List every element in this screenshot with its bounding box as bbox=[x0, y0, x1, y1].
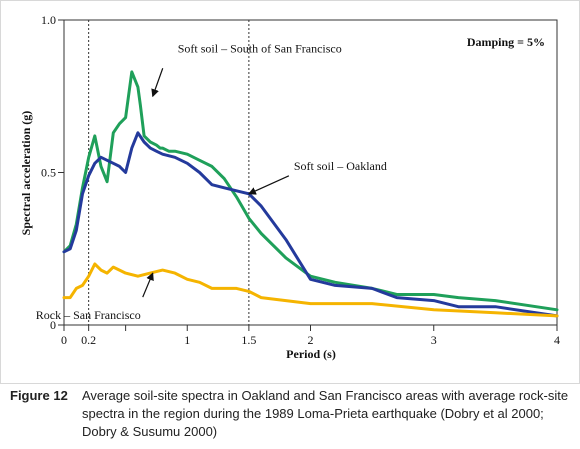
x-tick-label-3: 1 bbox=[184, 333, 190, 347]
y-tick-label-2: 1.0 bbox=[41, 13, 56, 27]
x-tick-label-0: 0 bbox=[61, 333, 67, 347]
figure-caption: Figure 12 Average soil-site spectra in O… bbox=[10, 387, 575, 441]
annotation-arrow-0 bbox=[151, 68, 164, 98]
figure-frame bbox=[0, 0, 580, 384]
x-tick-label-6: 3 bbox=[431, 333, 437, 347]
series-line-rock-sf bbox=[62, 262, 559, 318]
annotation-arrow-1 bbox=[247, 175, 290, 195]
x-axis-title: Period (s) bbox=[286, 347, 336, 361]
annotation-label-2: Rock – San Francisco bbox=[36, 308, 141, 322]
annotation-arrow-2 bbox=[142, 272, 154, 298]
x-tick-label-5: 2 bbox=[308, 333, 314, 347]
annotation-label-1: Soft soil – Oakland bbox=[294, 159, 387, 173]
y-tick-label-0: 0 bbox=[50, 318, 56, 332]
annotation-label-0: Soft soil – South of San Francisco bbox=[178, 41, 342, 55]
y-axis-title: Spectral acceleration (g) bbox=[19, 111, 33, 236]
spectral-acceleration-chart: Soft soil – South of San Francisco Soft s… bbox=[19, 13, 560, 361]
caption-text: Average soil-site spectra in Oakland and… bbox=[82, 388, 569, 439]
series-line-oakland bbox=[62, 131, 559, 318]
caption-figure-number: Figure 12 bbox=[10, 388, 68, 403]
damping-label: Damping = 5% bbox=[467, 35, 545, 49]
series-line-south-sf bbox=[62, 70, 559, 312]
x-tick-label-4: 1.5 bbox=[241, 333, 256, 347]
x-tick-label-1: 0.2 bbox=[81, 333, 96, 347]
x-tick-label-7: 4 bbox=[554, 333, 560, 347]
y-tick-label-1: 0.5 bbox=[41, 166, 56, 180]
